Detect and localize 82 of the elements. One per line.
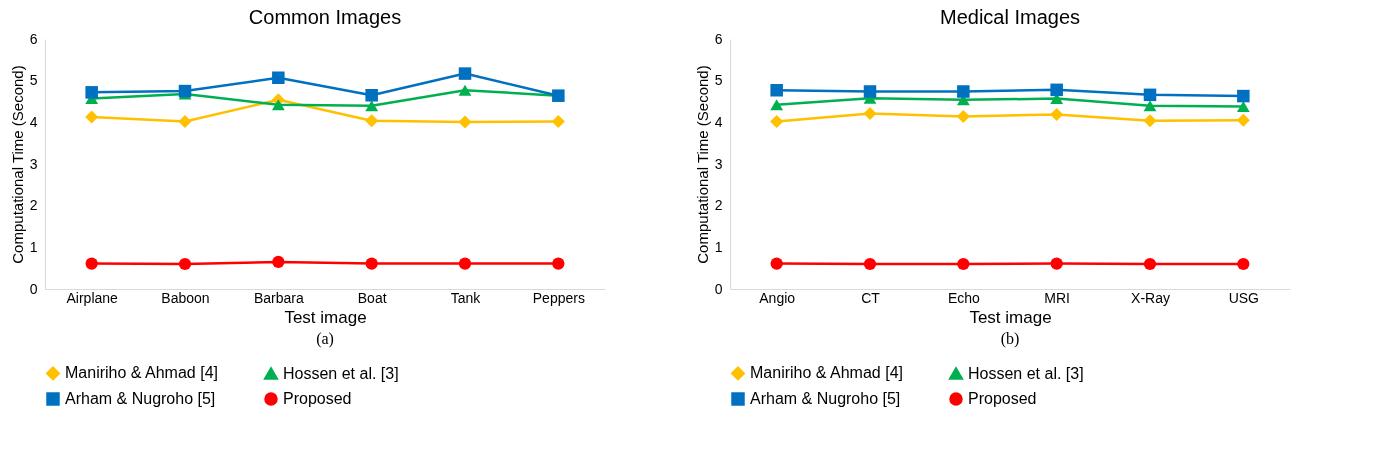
point [365,100,379,112]
x-tick-label: MRI [1044,289,1070,306]
x-tick-label: Echo [947,289,980,306]
x-tick-label: USG [1228,289,1260,306]
point [178,257,192,271]
point [863,85,877,98]
point [1050,83,1063,97]
point [85,86,98,99]
y-tick-label: 5 [714,72,723,89]
legend-label: Maniriho & Ahmad [4] [65,364,218,382]
point [272,255,285,269]
point [178,114,192,129]
y-tick-label: 6 [714,30,723,47]
y-tick-label: 4 [714,113,723,130]
point [1050,257,1063,270]
point [365,257,378,270]
text: (b) [1000,330,1020,348]
x-tick-label: Boat [357,289,387,306]
x-tick-label: Peppers [532,289,585,306]
point [1050,107,1064,121]
y-tick-label: 3 [714,155,723,172]
point [552,257,565,270]
x-tick-label: Baboon [161,289,210,306]
legend-label: Hossen et al. [3] [283,364,399,382]
legend-label: Arham & Nugroho [5] [750,390,901,407]
point [271,99,285,111]
point [770,114,784,129]
chart-title: Common Images [248,6,402,28]
point [458,257,472,270]
legend-label: Hossen et al. [3] [968,364,1084,382]
point [551,114,565,129]
point [1237,257,1250,271]
x-tick-label: X-Ray [1131,289,1170,306]
y-axis-title: Computational Time (Second) [8,65,26,264]
x-tick-label: Angio [759,289,796,306]
y-tick-label: 6 [29,30,38,47]
point [1236,100,1250,113]
point [272,71,285,85]
x-axis-title: Test image [284,307,367,327]
point [863,257,877,271]
point [1143,114,1157,128]
legend-label: Arham & Nugroho [5] [65,390,216,407]
y-tick-label: 5 [29,72,38,89]
point [957,257,970,271]
point [1143,257,1157,271]
point [365,88,378,102]
point [770,99,784,111]
legend-label: Maniriho & Ahmad [4] [750,364,903,382]
point [458,67,472,80]
x-tick-label: Barbara [253,289,304,306]
point [1143,100,1157,112]
x-tick-label: CT [861,289,881,306]
point [1143,88,1157,102]
y-tick-label: 2 [714,197,723,214]
y-tick-label: 0 [29,280,38,297]
point [85,257,98,270]
y-tick-label: 4 [29,113,38,130]
y-tick-label: 2 [29,197,38,214]
legend-label: Proposed [283,390,352,407]
text: (a) [316,330,334,348]
y-tick-label: 1 [714,238,723,255]
chart-title: Medical Images [939,6,1081,28]
point [957,85,970,98]
x-axis-title: Test image [969,307,1052,327]
point [365,114,379,128]
point [956,109,970,124]
y-tick-label: 1 [29,238,38,255]
x-tick-label: Tank [450,289,482,306]
point [1236,113,1250,127]
y-tick-label: 0 [714,280,723,297]
point [458,84,472,96]
point [770,83,783,97]
point [1237,89,1250,103]
point [178,84,192,98]
point [863,107,877,121]
y-tick-label: 3 [29,155,38,172]
x-tick-label: Airplane [66,289,119,306]
y-axis-title: Computational Time (Second) [693,65,711,264]
point [458,115,472,129]
point [85,110,99,124]
legend-label: Proposed [968,390,1037,407]
point [770,257,783,270]
